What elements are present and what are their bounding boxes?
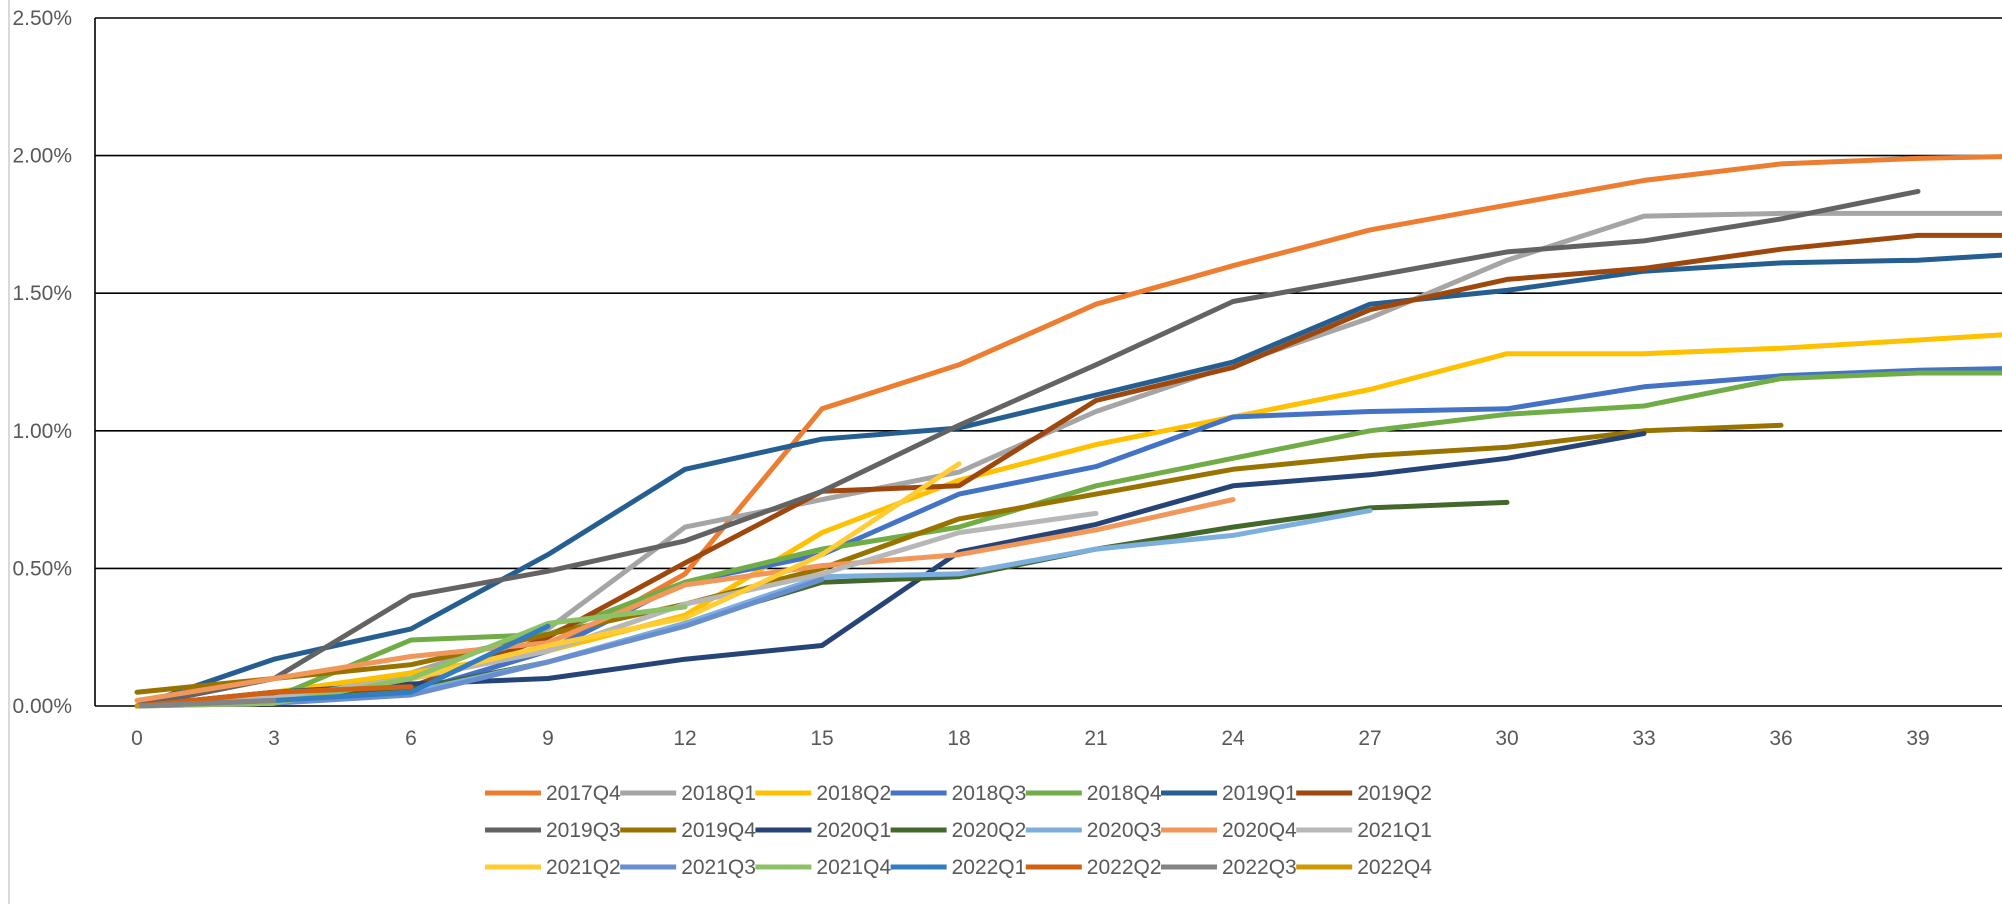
legend-label-2019Q3: 2019Q3 <box>546 819 621 842</box>
plot-area <box>134 154 2002 709</box>
series-line-2019Q1 <box>134 252 2002 709</box>
x-tick-label: 21 <box>1084 727 1107 750</box>
legend-label-2017Q4: 2017Q4 <box>546 782 621 805</box>
x-tick-label: 39 <box>1906 727 1929 750</box>
legend-label-2022Q2: 2022Q2 <box>1087 856 1162 879</box>
legend-label-2022Q1: 2022Q1 <box>952 856 1027 879</box>
series-line-2020Q4 <box>134 497 1236 703</box>
y-tick-label: 1.00% <box>12 420 72 443</box>
y-tick-label: 2.00% <box>12 145 72 168</box>
legend-label-2021Q1: 2021Q1 <box>1357 819 1432 842</box>
legend-label-2019Q2: 2019Q2 <box>1357 782 1432 805</box>
y-tick-label: 0.00% <box>12 695 72 718</box>
legend-label-2018Q4: 2018Q4 <box>1087 782 1162 805</box>
legend-label-2021Q4: 2021Q4 <box>816 856 891 879</box>
x-tick-label: 6 <box>405 727 417 750</box>
y-tick-label: 1.50% <box>12 282 72 305</box>
x-tick-label: 12 <box>673 727 696 750</box>
series-line-2018Q4 <box>134 370 2002 709</box>
x-tick-label: 0 <box>131 727 143 750</box>
x-tick-label: 9 <box>542 727 554 750</box>
legend-label-2018Q3: 2018Q3 <box>952 782 1027 805</box>
x-axis: 0369121518212427303336394245485154576063 <box>131 727 1930 750</box>
legend-label-2022Q3: 2022Q3 <box>1222 856 1297 879</box>
series-line-2021Q2 <box>134 461 962 709</box>
series-line-2019Q3 <box>134 188 1921 709</box>
legend-label-2020Q3: 2020Q3 <box>1087 819 1162 842</box>
legend-label-2018Q1: 2018Q1 <box>681 782 756 805</box>
gridlines <box>95 17 2002 707</box>
legend-label-2018Q2: 2018Q2 <box>816 782 891 805</box>
legend-label-2020Q2: 2020Q2 <box>952 819 1027 842</box>
legend-label-2020Q4: 2020Q4 <box>1222 819 1297 842</box>
series-line-2021Q1 <box>134 510 1099 709</box>
legend-label-2019Q1: 2019Q1 <box>1222 782 1297 805</box>
legend: 2017Q4 2018Q1 2018Q2 2018Q3 2018Q4 2019Q1 2019… <box>485 782 1432 879</box>
x-tick-label: 24 <box>1221 727 1245 750</box>
x-tick-label: 30 <box>1495 727 1518 750</box>
x-tick-label: 33 <box>1632 727 1655 750</box>
legend-label-2019Q4: 2019Q4 <box>681 819 756 842</box>
legend-label-2021Q2: 2021Q2 <box>546 856 621 879</box>
x-tick-label: 36 <box>1769 727 1792 750</box>
y-tick-label: 2.50% <box>12 7 72 30</box>
legend-label-2020Q1: 2020Q1 <box>816 819 891 842</box>
legend-label-2021Q3: 2021Q3 <box>681 856 756 879</box>
y-tick-label: 0.50% <box>12 557 72 580</box>
y-axis: 0.00% 0.50% 1.00% 1.50% 2.00% 2.50% <box>12 7 96 718</box>
legend-label-2022Q4: 2022Q4 <box>1357 856 1432 879</box>
series-line-2018Q1 <box>134 210 2002 709</box>
x-tick-label: 3 <box>268 727 280 750</box>
series-line-2022Q2 <box>134 684 414 709</box>
series-line-2022Q3 <box>134 698 277 709</box>
x-tick-label: 15 <box>810 727 833 750</box>
series-line-2019Q4 <box>134 422 1784 695</box>
x-tick-label: 18 <box>947 727 970 750</box>
x-tick-label: 27 <box>1358 727 1381 750</box>
series-point-2022Q4 <box>134 703 140 709</box>
